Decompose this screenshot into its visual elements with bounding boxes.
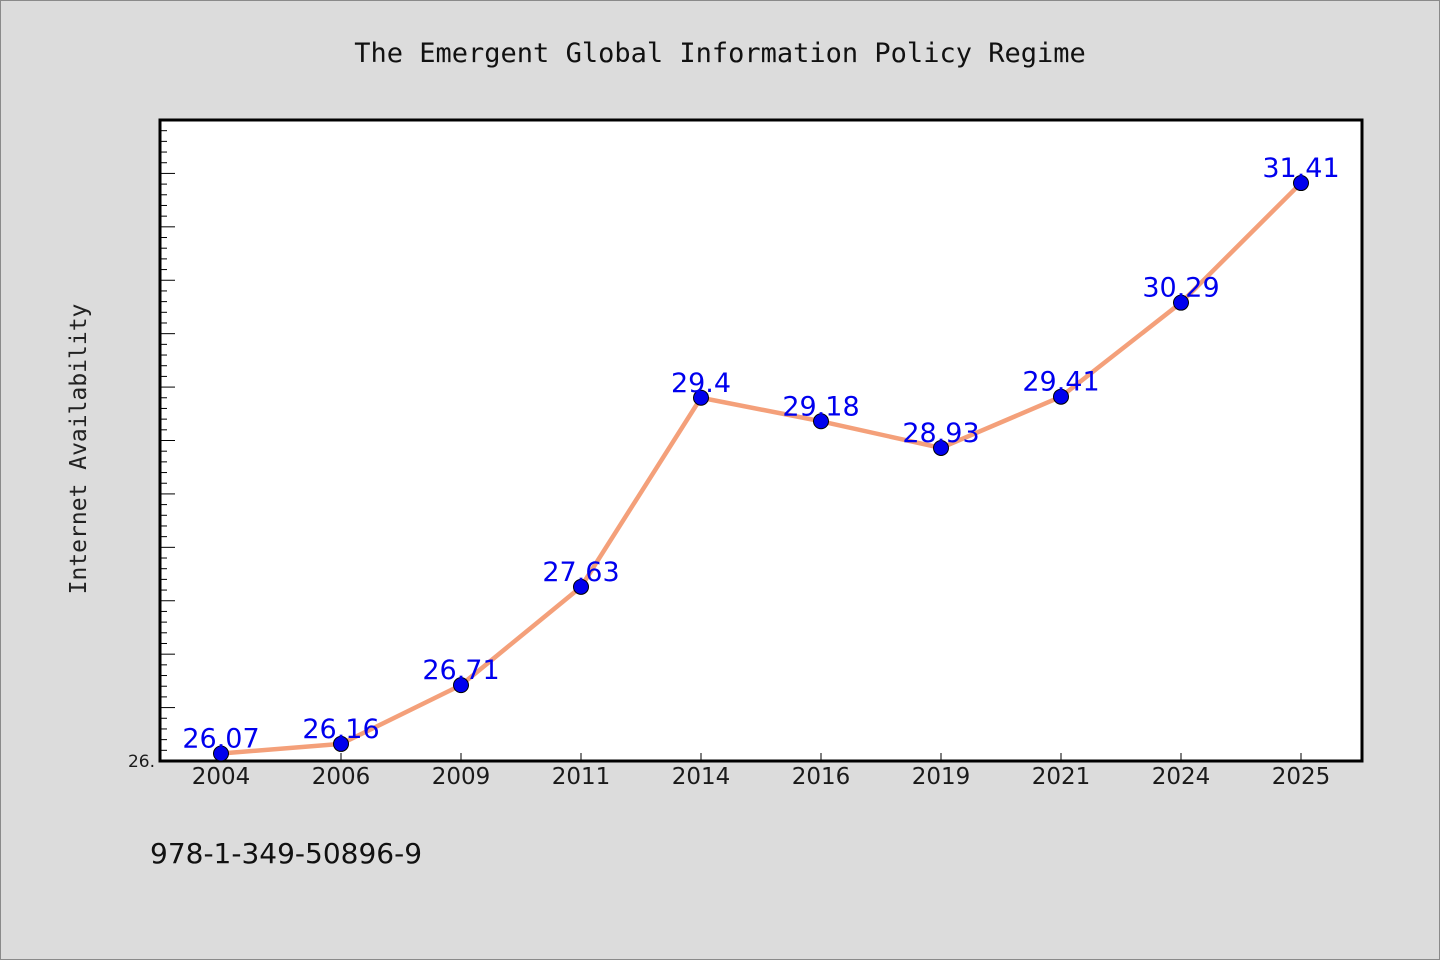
data-label-2016: 29.18 (782, 391, 859, 422)
x-tick-label-2025: 2025 (1272, 764, 1331, 790)
y-axis-ticks (161, 130, 175, 762)
data-markers (213, 175, 1309, 762)
plot-area (158, 118, 1364, 763)
x-tick-label-2016: 2016 (792, 764, 851, 790)
y-tick-label: 26. (128, 752, 155, 772)
x-axis-ticks: 2004 2006 2009 2011 2014 2016 2019 2021 2024 2025 (192, 753, 1331, 790)
series-line-group (218, 180, 1304, 756)
data-point-2004 (213, 745, 229, 762)
x-tick-label-2004: 2004 (192, 764, 251, 790)
data-point-2025 (1293, 175, 1309, 192)
data-point-2021 (1053, 388, 1069, 405)
data-label-2011: 27.63 (542, 557, 619, 588)
data-point-2016 (813, 413, 829, 430)
y-axis-label: Internet Availability (66, 304, 92, 595)
data-labels: 26.07 26.16 26.71 27.63 29.4 29.18 28.93 29.41 3… (182, 153, 1339, 754)
x-tick-label-2011: 2011 (552, 764, 611, 790)
data-label-2021: 29.41 (1022, 367, 1099, 398)
data-point-2006 (333, 735, 349, 752)
data-point-2011 (573, 578, 589, 595)
isbn-footnote: 978-1-349-50896-9 (150, 837, 422, 870)
x-tick-label-2019: 2019 (912, 764, 971, 790)
data-label-2014: 29.4 (671, 368, 731, 399)
data-point-2019 (933, 439, 949, 456)
data-point-2014 (693, 389, 709, 406)
data-label-2024: 30.29 (1142, 273, 1219, 304)
x-tick-label-2006: 2006 (312, 764, 371, 790)
series-line (218, 180, 1304, 756)
data-label-2009: 26.71 (422, 655, 499, 686)
chart-title: The Emergent Global Information Policy R… (354, 38, 1086, 69)
x-tick-label-2014: 2014 (672, 764, 731, 790)
x-tick-label-2024: 2024 (1152, 764, 1211, 790)
x-tick-label-2009: 2009 (432, 764, 491, 790)
data-label-2006: 26.16 (302, 714, 379, 745)
data-point-2024 (1173, 294, 1189, 311)
data-label-2025: 31.41 (1262, 153, 1339, 184)
data-label-2004: 26.07 (182, 724, 259, 755)
data-point-2009 (453, 677, 469, 694)
x-tick-label-2021: 2021 (1032, 764, 1091, 790)
data-label-2019: 28.93 (902, 418, 979, 449)
